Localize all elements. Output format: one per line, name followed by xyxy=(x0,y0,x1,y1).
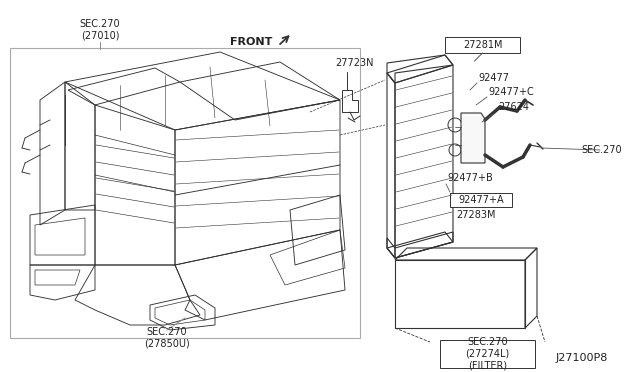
Bar xyxy=(450,193,512,207)
Text: FRONT: FRONT xyxy=(230,37,272,47)
Bar xyxy=(445,37,520,53)
Bar xyxy=(10,48,360,338)
Text: SEC.270
(27274L)
(FILTER): SEC.270 (27274L) (FILTER) xyxy=(465,337,509,371)
Text: 27723N: 27723N xyxy=(335,58,374,68)
Polygon shape xyxy=(461,113,485,163)
Text: 27283M: 27283M xyxy=(456,210,496,220)
Text: J27100P8: J27100P8 xyxy=(556,353,608,363)
Bar xyxy=(440,340,535,368)
Text: 92477: 92477 xyxy=(478,73,509,83)
Text: SEC.270: SEC.270 xyxy=(581,145,622,155)
Text: 92477+B: 92477+B xyxy=(447,173,493,183)
Text: SEC.270
(27850U): SEC.270 (27850U) xyxy=(144,327,190,349)
Text: 92477+A: 92477+A xyxy=(458,195,504,205)
Text: 27281M: 27281M xyxy=(463,40,502,50)
Text: SEC.270
(27010): SEC.270 (27010) xyxy=(80,19,120,41)
Text: 27624: 27624 xyxy=(498,102,529,112)
Text: 92477+C: 92477+C xyxy=(488,87,534,97)
